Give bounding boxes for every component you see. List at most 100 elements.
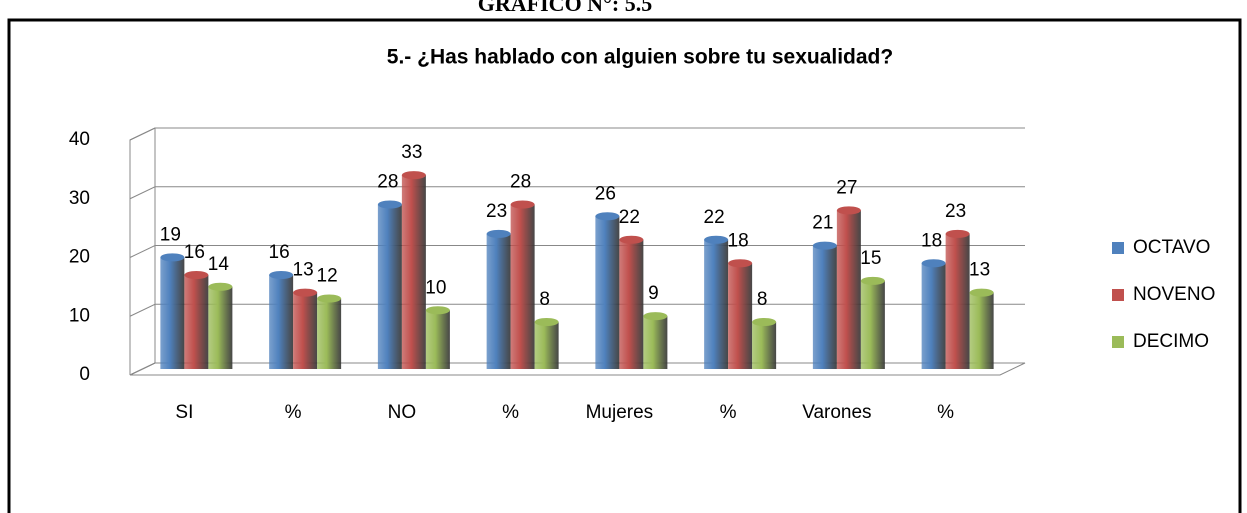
data-label: 18 [728,230,749,251]
bar-top [921,259,946,268]
y-tick-label: 0 [79,364,90,385]
data-label: 9 [648,283,659,304]
x-tick-label: % [720,402,737,423]
data-label: 26 [595,183,616,204]
x-tick-label: % [937,402,954,423]
x-tick-label: Mujeres [586,402,654,423]
bar-top [486,229,511,238]
data-label: 14 [208,254,230,275]
data-label: 33 [401,142,422,163]
grid-line [129,362,1025,376]
bar-top [945,229,970,238]
grid-line [129,127,1025,141]
bar-top [619,235,644,244]
data-label: 22 [704,207,725,228]
bar-top [208,282,233,291]
legend-swatch [1112,289,1124,301]
x-tick-label: NO [388,402,417,423]
bar [643,316,668,369]
data-label: 27 [836,177,857,198]
data-label: 8 [757,289,768,310]
data-label: 16 [184,242,205,263]
legend-label: OCTAVO [1133,237,1210,258]
legend-swatch [1112,336,1124,348]
bar [208,286,233,369]
data-label: 19 [160,224,181,245]
bar [921,263,946,369]
bar [728,263,753,369]
bar-top [860,276,885,285]
y-tick-label: 20 [69,247,90,268]
x-tick-label: % [502,402,519,423]
x-tick-label: % [285,402,302,423]
frame [7,18,1242,513]
bar-top [643,312,668,321]
bar-top [510,200,535,209]
bar-top [812,241,837,250]
data-label: 8 [539,289,550,310]
bar-top [728,259,753,268]
bar-top [160,253,185,262]
chart-title: 5.- ¿Has hablado con alguien sobre tu se… [387,46,893,69]
x-tick-label: Varones [802,402,871,423]
bar [812,245,837,369]
data-label: 10 [425,277,446,298]
legend-label: NOVENO [1133,284,1215,305]
bar [377,204,402,369]
bar-top [752,318,777,326]
bar [401,175,426,369]
bar-top [317,294,342,303]
y-tick-label: 10 [69,305,90,326]
data-label: 16 [269,242,290,263]
bar-top [401,171,426,180]
heading: GRAFICO N°: 5.5 [478,0,652,16]
bar [269,275,294,369]
bar [425,310,450,369]
bar [969,292,994,369]
bar-top [704,235,729,244]
bar [860,280,885,369]
grid-line [129,186,1025,200]
y-tick-label: 30 [69,188,90,209]
bar [619,239,644,369]
data-label: 28 [377,172,398,193]
floor [129,362,1026,376]
data-label: 13 [969,260,990,281]
bar [160,257,185,369]
grid-line [129,245,1025,258]
bar-top [377,200,402,209]
bar-top [534,318,559,326]
x-tick-label: SI [175,402,193,423]
data-label: 23 [945,201,966,222]
data-label: 18 [921,230,942,251]
data-label: 21 [812,213,833,234]
y-tick-label: 40 [69,129,90,150]
bar [184,275,209,369]
data-label: 28 [510,172,531,193]
bar-top [969,288,994,297]
bar-top [293,288,318,297]
bar [836,210,861,369]
bar [704,239,729,369]
data-label: 13 [293,260,314,281]
data-label: 15 [860,248,881,269]
bar-top [425,306,450,315]
bar-top [184,271,209,279]
bar [534,322,559,369]
bar [510,204,535,369]
legend-swatch [1112,242,1124,254]
grid-line [129,303,1025,317]
data-label: 23 [486,201,507,222]
data-label: 12 [317,266,338,287]
bar [595,216,620,369]
bar [752,322,777,369]
bar [293,292,318,369]
bar-top [595,212,620,221]
bar [317,298,342,369]
bar [486,233,511,369]
legend-label: DECIMO [1133,331,1209,352]
data-label: 22 [619,207,640,228]
bar-top [836,206,861,215]
bar-top [269,271,294,279]
